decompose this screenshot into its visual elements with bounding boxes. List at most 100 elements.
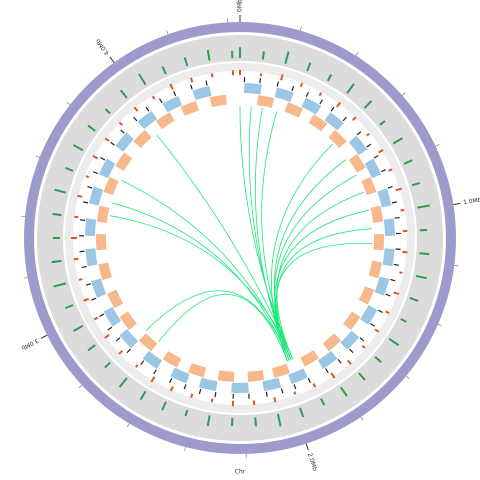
gc-bar	[392, 137, 403, 145]
track-background	[65, 63, 415, 413]
minus-gene	[348, 154, 366, 173]
minor-tick	[184, 446, 186, 451]
gc-bar	[184, 409, 189, 417]
plus-gene	[288, 368, 308, 385]
skew-bar	[134, 364, 139, 368]
plus-gene	[383, 218, 395, 236]
gc-bar	[138, 73, 147, 86]
minor-tick	[454, 265, 459, 267]
skew-bar	[366, 132, 370, 137]
minus-gene	[96, 205, 110, 223]
skew-bar	[85, 175, 90, 179]
gene-start	[87, 185, 93, 189]
gc-bar	[358, 372, 366, 381]
skew-bar	[352, 116, 357, 122]
link	[109, 215, 294, 360]
minus-gene	[156, 112, 175, 130]
gene-start	[259, 78, 262, 84]
gene-start	[93, 171, 99, 175]
gc-bar	[72, 144, 84, 152]
tick	[109, 56, 115, 63]
skew-bar	[336, 101, 341, 108]
gc-bar	[299, 407, 305, 418]
gene-start	[265, 391, 268, 397]
minus-gene	[95, 233, 107, 251]
gene-start	[390, 278, 396, 282]
gene-start	[107, 326, 113, 331]
gc-bar	[320, 398, 326, 406]
gc-bar	[411, 181, 421, 187]
gene-start	[373, 155, 379, 159]
link	[276, 228, 372, 360]
minus-gene	[322, 333, 342, 352]
minus-gene	[271, 363, 290, 378]
minus-gene	[98, 262, 112, 281]
gene-start	[85, 283, 92, 286]
gene-start	[325, 368, 329, 373]
skew-bar	[280, 74, 284, 81]
link	[156, 135, 294, 360]
skew-bar	[169, 83, 174, 90]
tick-label: 2.0Mb	[306, 452, 318, 472]
plus-gene	[103, 306, 122, 327]
tick-label: 3.0Mb	[20, 337, 40, 352]
skew-bar	[400, 208, 405, 212]
gene-start	[307, 378, 311, 384]
tick-label: 1.0Mb	[463, 197, 480, 207]
gc-bar	[363, 100, 373, 109]
gene-start	[183, 384, 187, 390]
gene-start	[330, 106, 335, 112]
minus-gene	[138, 333, 158, 352]
minor-tick	[66, 101, 71, 105]
minus-gene	[217, 370, 235, 382]
gene-start	[173, 91, 177, 97]
gene-start	[319, 99, 323, 105]
gene-start	[349, 348, 354, 354]
gene-start	[115, 337, 121, 342]
gc-bar	[183, 56, 189, 67]
gc-bar	[403, 159, 413, 165]
skew-bar	[361, 344, 366, 349]
tick	[453, 202, 461, 206]
tick-label: 4.0Mb	[94, 37, 111, 56]
tick-label: 0Mb	[237, 0, 244, 12]
minus-gene	[209, 94, 227, 108]
plus-gene	[198, 377, 218, 392]
gene-start	[359, 337, 365, 342]
skew-bar	[330, 372, 336, 379]
minus-gene	[188, 363, 207, 378]
gc-bar	[104, 108, 111, 115]
minor-tick	[437, 323, 442, 327]
gene-start	[380, 169, 387, 173]
minus-gene	[103, 176, 119, 196]
minus-gene	[370, 205, 384, 223]
gene-start	[280, 388, 284, 394]
gc-bar	[65, 166, 74, 172]
skew-bar	[388, 168, 393, 172]
minus-gene	[368, 260, 382, 279]
skew-bar	[393, 291, 400, 296]
plus-gene	[137, 110, 158, 130]
link	[261, 111, 294, 360]
skew-bar	[293, 391, 297, 395]
gene-start	[153, 369, 157, 375]
gc-bar	[400, 318, 407, 323]
skew-bar	[189, 77, 194, 83]
gene-start	[393, 263, 399, 266]
plus-gene	[340, 330, 360, 350]
skew-bar	[150, 376, 156, 383]
gc-bar	[374, 356, 382, 364]
minus-gene	[373, 233, 384, 251]
skew-bar	[395, 187, 402, 192]
gene-start	[133, 116, 138, 122]
skew-bar	[118, 350, 124, 355]
link	[158, 293, 288, 362]
gc-bar	[388, 337, 400, 347]
plus-gene	[162, 95, 183, 113]
plus-gene	[119, 329, 139, 349]
skew-bar	[312, 383, 317, 388]
gc-bar	[161, 66, 167, 75]
gc-bar	[206, 49, 211, 61]
skew-bar	[104, 137, 110, 142]
skew-bar	[73, 257, 79, 261]
